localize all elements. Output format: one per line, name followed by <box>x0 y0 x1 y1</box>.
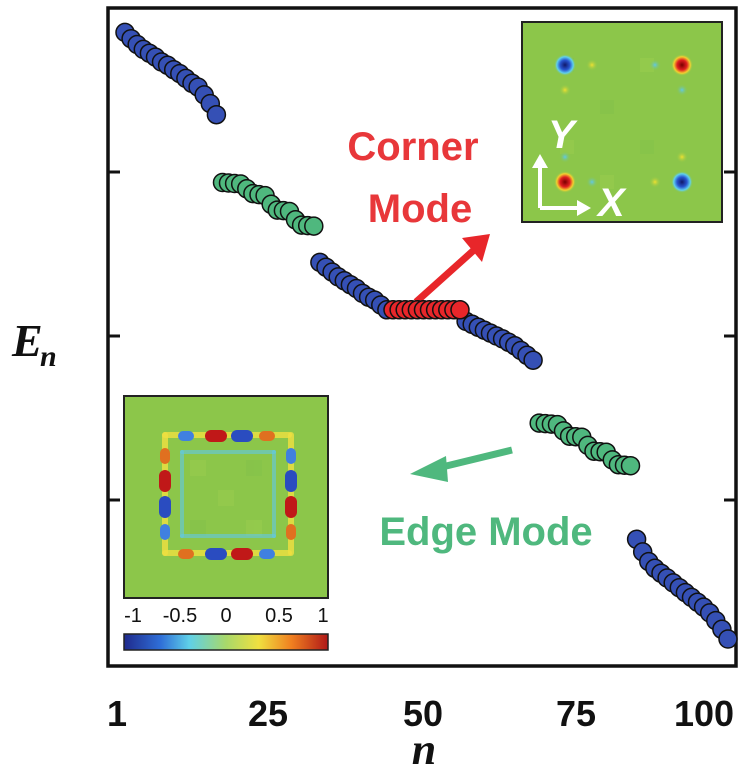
x-tick-label: 75 <box>556 693 596 734</box>
edge-mode-label: Edge Mode <box>379 510 592 554</box>
y-axis-label-main: E <box>11 315 43 366</box>
data-point <box>523 350 543 370</box>
data-point <box>206 104 227 125</box>
data-point <box>718 629 738 649</box>
colorbar-label: -0.5 <box>163 605 197 627</box>
corner-mode-annotation: Corner Mode <box>347 125 490 305</box>
data-point <box>620 455 641 476</box>
x-axis-letter: X <box>596 181 627 225</box>
edge-mode-inset: -1 -0.5 0 0.5 1 <box>123 395 329 651</box>
y-axis-label: E n <box>11 315 57 373</box>
x-tick-label: 25 <box>248 693 288 734</box>
colorbar-label: 0.5 <box>265 605 293 627</box>
y-axis-letter: Y <box>548 113 578 157</box>
corner-mode-inset: Y X <box>521 21 723 225</box>
y-ticks <box>108 170 736 502</box>
colorbar-label: 1 <box>317 605 328 627</box>
data-point <box>450 300 470 320</box>
x-tick-labels: 1 25 50 75 100 <box>107 693 734 734</box>
x-axis-label: n <box>412 725 436 774</box>
data-points <box>115 22 738 649</box>
colorbar <box>123 633 329 651</box>
x-tick-label: 1 <box>107 693 127 734</box>
edge-mode-arrow <box>437 446 513 472</box>
x-tick-label: 50 <box>403 693 443 734</box>
corner-mode-label-line2: Mode <box>368 187 472 231</box>
colorbar-label: 0 <box>220 605 231 627</box>
edge-mode-pattern <box>159 430 297 560</box>
x-tick-label: 100 <box>674 693 734 734</box>
corner-mode-arrow <box>413 247 477 305</box>
y-axis-label-sub: n <box>40 340 57 373</box>
xy-axes-icon <box>532 154 591 216</box>
colorbar-label: -1 <box>124 605 142 627</box>
data-point <box>304 216 324 236</box>
corner-mode-label-line1: Corner <box>347 125 478 169</box>
edge-mode-annotation: Edge Mode <box>379 446 593 554</box>
